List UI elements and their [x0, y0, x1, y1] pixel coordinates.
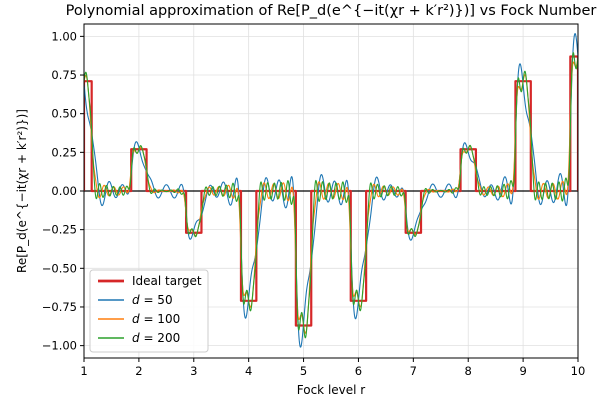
x-tick-label: 2: [135, 364, 142, 378]
x-tick-label: 8: [465, 364, 472, 378]
y-tick-label: 0.75: [51, 68, 77, 82]
series-line-3: [84, 52, 578, 339]
y-tick-label: 0.25: [51, 145, 77, 159]
x-axis-label: Fock level r: [297, 383, 366, 397]
legend-box: [89, 269, 209, 353]
x-tick-label: 4: [245, 364, 252, 378]
x-tick-label: 7: [410, 364, 417, 378]
y-tick-label: −0.50: [42, 261, 77, 275]
legend-entry: Ideal target: [132, 274, 202, 288]
x-tick-label: 10: [571, 364, 586, 378]
y-tick-label: 0.00: [51, 184, 77, 198]
chart-title: Polynomial approximation of Re[P_d(e^{−i…: [66, 3, 597, 19]
series-group: [84, 33, 578, 348]
x-tick-label: 3: [190, 364, 197, 378]
legend-entry: d = 50: [132, 293, 173, 307]
y-tick-label: 0.50: [51, 107, 77, 121]
ticks: 1 2 3 4 5 6 7 8 9 10 −1.00 −0.75 −0.50 −0.25 0.00 0.25 0…: [42, 29, 586, 378]
y-tick-label: −1.00: [42, 339, 77, 353]
y-axis-label: Re[P_d(e^{−it(χr + k′r²)})]: [15, 109, 29, 273]
x-tick-label: 5: [300, 364, 307, 378]
y-tick-label: −0.75: [42, 300, 77, 314]
legend-entry: d = 200: [132, 331, 180, 345]
y-tick-label: 1.00: [51, 29, 77, 43]
x-tick-label: 1: [80, 364, 87, 378]
y-tick-label: −0.25: [42, 223, 77, 237]
legend-entry: d = 100: [132, 312, 180, 326]
legend: Ideal target d = 50 d = 100 d = 200: [89, 269, 209, 353]
x-tick-label: 6: [355, 364, 362, 378]
x-tick-label: 9: [519, 364, 526, 378]
